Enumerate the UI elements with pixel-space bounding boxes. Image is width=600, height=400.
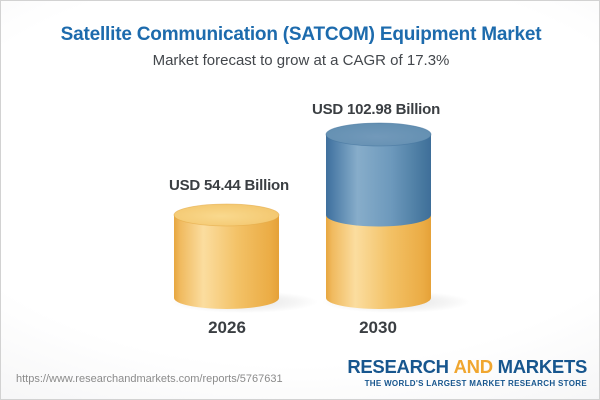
category-label-2026: 2026	[208, 318, 246, 337]
logo-tagline: THE WORLD'S LARGEST MARKET RESEARCH STOR…	[364, 378, 587, 388]
research-and-markets-logo: RESEARCH AND MARKETS THE WORLD'S LARGEST…	[347, 356, 588, 388]
value-label-2026: USD 54.44 Billion	[169, 177, 289, 194]
report-url: https://www.researchandmarkets.com/repor…	[16, 373, 283, 385]
page-subtitle: Market forecast to grow at a CAGR of 17.…	[152, 52, 450, 69]
value-label-2030: USD 102.98 Billion	[311, 101, 441, 118]
cylinder-2026	[173, 203, 280, 309]
cylinder-2030-growth	[325, 122, 432, 227]
logo-word-research: RESEARCH	[347, 356, 449, 377]
logo-word-markets: MARKETS	[497, 356, 588, 377]
page-title: Satellite Communication (SATCOM) Equipme…	[60, 24, 542, 45]
logo-word-and: AND	[453, 356, 493, 377]
logo-wordmark: RESEARCH AND MARKETS	[347, 356, 588, 377]
cylinder-2030-base	[326, 214, 431, 309]
category-label-2030: 2030	[359, 318, 397, 337]
